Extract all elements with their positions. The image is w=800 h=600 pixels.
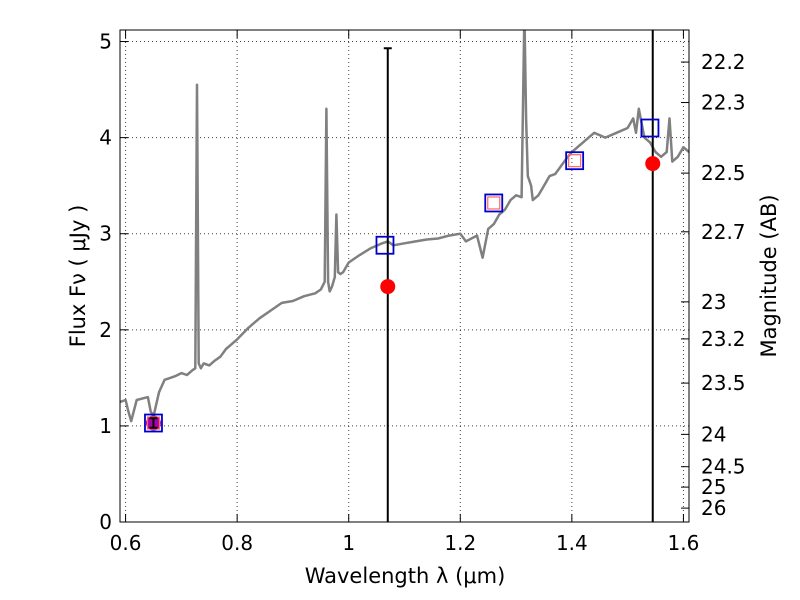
y-axis-right-label: Magnitude (AB) bbox=[757, 194, 781, 357]
x-tick-label-5: 1.6 bbox=[668, 531, 700, 555]
inner-marker-2 bbox=[568, 154, 582, 168]
ticks: 0.6 0.8 1 1.2 1.4 1.601234522.222.322.522.723… bbox=[99, 30, 745, 555]
mag-tick-label-7: 24 bbox=[701, 422, 726, 446]
mag-tick-label-5: 23.2 bbox=[701, 327, 746, 351]
y-tick-label-5: 5 bbox=[99, 30, 112, 54]
series-clip-group bbox=[120, 30, 689, 522]
model-marker-3 bbox=[565, 151, 585, 171]
x-tick-label-0: 0.6 bbox=[110, 531, 142, 555]
y-axis-label: Flux Fν ( μJy ) bbox=[66, 205, 90, 348]
spectrum-line bbox=[120, 30, 689, 423]
x-axis-label: Wavelength λ (μm) bbox=[305, 564, 506, 588]
model-marker-1 bbox=[375, 235, 395, 255]
mag-tick-label-4: 23 bbox=[701, 290, 726, 314]
y-tick-label-4: 4 bbox=[99, 126, 112, 150]
mag-tick-label-9: 25 bbox=[701, 475, 726, 499]
y-tick-label-2: 2 bbox=[99, 318, 112, 342]
x-tick-label-2: 1 bbox=[342, 531, 355, 555]
mag-tick-label-2: 22.5 bbox=[701, 161, 746, 185]
mag-tick-label-3: 22.7 bbox=[701, 220, 746, 244]
mag-tick-label-0: 22.2 bbox=[701, 50, 746, 74]
model-marker-2 bbox=[484, 193, 504, 213]
y-tick-label-1: 1 bbox=[99, 414, 112, 438]
plot-frame bbox=[119, 29, 690, 523]
y-tick-label-3: 3 bbox=[99, 222, 112, 246]
model-marker-0 bbox=[144, 413, 163, 433]
mag-tick-label-10: 26 bbox=[701, 496, 726, 520]
x-tick-label-1: 0.8 bbox=[221, 531, 253, 555]
mag-tick-label-8: 24.5 bbox=[701, 455, 746, 479]
mag-tick-label-1: 22.3 bbox=[701, 91, 746, 115]
inner-marker-0 bbox=[146, 416, 161, 430]
observed-point-2 bbox=[645, 156, 661, 172]
x-tick-label-4: 1.4 bbox=[556, 531, 588, 555]
inner-marker-1 bbox=[487, 196, 501, 210]
plot-background bbox=[120, 30, 689, 522]
mag-tick-label-6: 23.5 bbox=[701, 371, 746, 395]
x-tick-label-3: 1.2 bbox=[444, 531, 476, 555]
model-marker-4 bbox=[640, 118, 660, 138]
y-tick-label-0: 0 bbox=[99, 510, 112, 534]
observed-point-1 bbox=[380, 279, 396, 295]
series-layer bbox=[120, 30, 689, 522]
